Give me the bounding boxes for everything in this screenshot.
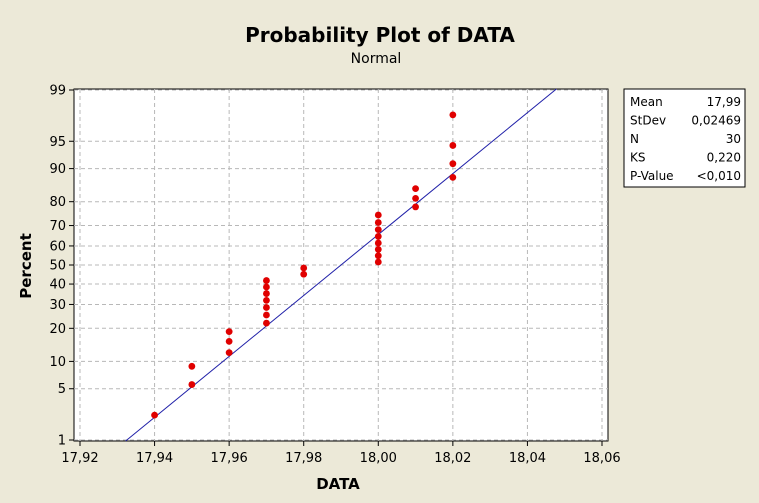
- y-axis: 1 5 10 20 30 40 50 60 70 80 90 95 99: [49, 84, 74, 449]
- fit-line-group: [125, 88, 557, 442]
- data-point: [300, 270, 308, 278]
- chart-subtitle: Normal: [351, 51, 402, 67]
- y-tick-label: 95: [49, 135, 66, 150]
- x-tick-label: 18,06: [583, 451, 620, 466]
- data-point: [374, 258, 382, 266]
- data-point: [449, 173, 457, 181]
- x-axis: 17,92 17,94 17,96 17,98 18,00 18,02 18,04 18,06: [61, 441, 621, 466]
- x-tick-label: 17,98: [285, 451, 322, 466]
- grid: [74, 89, 608, 441]
- x-tick-label: 18,04: [509, 451, 546, 466]
- x-tick-label: 17,96: [211, 451, 248, 466]
- y-tick-label: 80: [49, 195, 66, 210]
- stats-rows: Mean 17,99 StDev 0,02469 N 30 KS 0,220 P-Value <0…: [630, 95, 741, 183]
- x-tick-label: 18,00: [360, 451, 397, 466]
- data-point: [374, 226, 382, 234]
- y-tick-label: 1: [58, 434, 66, 449]
- data-point: [412, 195, 419, 202]
- y-tick-label: 70: [49, 219, 66, 234]
- data-point: [374, 233, 382, 240]
- data-point: [449, 142, 457, 149]
- data-point: [449, 111, 457, 119]
- y-tick-label: 99: [49, 84, 66, 99]
- stats-value: 0,220: [707, 151, 741, 165]
- stats-label: StDev: [630, 114, 666, 128]
- data-point: [188, 362, 196, 370]
- stats-value: 30: [726, 132, 741, 146]
- stats-label: P-Value: [630, 169, 674, 183]
- data-point: [412, 185, 419, 193]
- stats-box: [623, 88, 746, 188]
- data-point: [300, 264, 308, 272]
- stats-value: 0,02469: [691, 114, 741, 128]
- data-point: [263, 304, 270, 311]
- y-tick-label: 90: [49, 162, 66, 177]
- data-point: [263, 290, 270, 297]
- data-point: [225, 337, 233, 345]
- stats-panel: Mean 17,99 StDev 0,02469 N 30 KS 0,220 P-Value <0…: [623, 88, 746, 188]
- x-tick-label: 17,92: [61, 451, 98, 466]
- data-point: [449, 160, 457, 168]
- data-point: [151, 411, 158, 419]
- stats-value: 17,99: [707, 95, 741, 109]
- data-point: [374, 239, 382, 247]
- y-tick-label: 10: [49, 355, 66, 370]
- x-tick-label: 18,02: [434, 451, 471, 466]
- data-point: [225, 328, 233, 335]
- fit-line: [125, 88, 557, 442]
- y-tick-label: 30: [49, 298, 66, 313]
- data-point: [412, 203, 419, 211]
- y-tick-label: 50: [49, 259, 66, 274]
- y-tick-label: 60: [49, 239, 66, 254]
- data-point: [225, 349, 233, 357]
- stats-label: Mean: [630, 95, 663, 109]
- y-axis-label: Percent: [17, 233, 35, 298]
- stats-label: KS: [630, 151, 646, 165]
- y-tick-label: 5: [58, 382, 66, 397]
- data-point: [374, 252, 382, 260]
- x-tick-label: 17,94: [136, 451, 173, 466]
- chart-title: Probability Plot of DATA: [245, 23, 515, 47]
- data-point: [374, 246, 382, 253]
- y-tick-label: 20: [49, 322, 66, 337]
- stats-value: <0,010: [697, 169, 741, 183]
- data-point: [188, 381, 196, 388]
- data-point: [263, 283, 270, 291]
- data-points: [151, 111, 457, 419]
- data-point: [374, 211, 382, 219]
- data-point: [374, 219, 382, 226]
- data-point: [263, 296, 270, 304]
- data-point: [263, 277, 270, 284]
- data-point: [263, 319, 270, 327]
- x-axis-label: DATA: [316, 475, 360, 493]
- data-point: [263, 311, 270, 319]
- stats-label: N: [630, 132, 639, 146]
- y-tick-label: 40: [49, 278, 66, 293]
